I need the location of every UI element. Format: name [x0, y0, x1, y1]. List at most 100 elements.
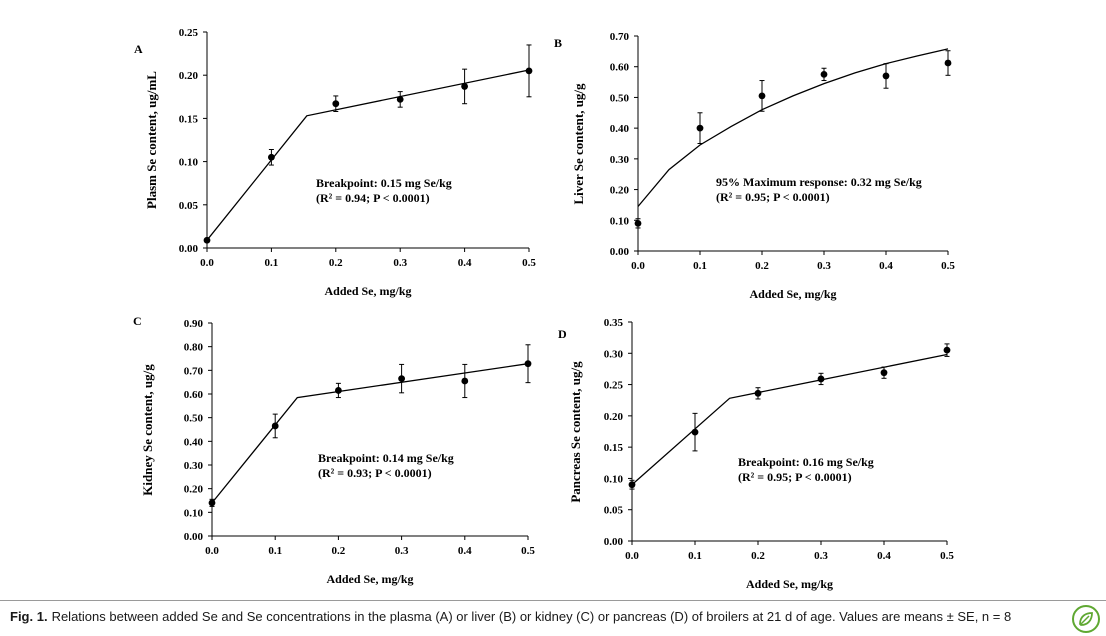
annotation-line2: (R² = 0.93; P < 0.0001): [318, 466, 432, 480]
data-point: [820, 70, 828, 78]
y-tick-label: 0.50: [610, 92, 630, 104]
y-tick-label: 0.70: [610, 31, 630, 43]
y-tick-label: 0.60: [184, 389, 204, 401]
x-tick-label: 0.4: [458, 257, 472, 269]
y-axis-label: Pancreas Se content, ug/g: [568, 361, 583, 503]
y-tick-label: 0.10: [179, 157, 199, 169]
x-tick-label: 0.1: [688, 550, 702, 562]
y-axis-label: Kidney Se content, ug/g: [140, 364, 155, 496]
y-tick-label: 0.25: [604, 380, 624, 392]
fit-line: [206, 69, 530, 241]
data-point: [332, 100, 340, 108]
x-tick-label: 0.2: [755, 260, 769, 272]
annotation-line1: Breakpoint: 0.16 mg Se/kg: [738, 455, 874, 469]
y-tick-label: 0.70: [184, 365, 204, 377]
x-tick-label: 0.5: [941, 260, 955, 272]
data-point: [754, 389, 762, 397]
x-axis-label: Added Se, mg/kg: [746, 577, 833, 591]
data-point: [461, 377, 469, 385]
figure-caption: Fig. 1. Relations between added Se and Se…: [10, 609, 1011, 624]
annotation-line1: 95% Maximum response: 0.32 mg Se/kg: [716, 175, 922, 189]
x-tick-label: 0.3: [814, 550, 828, 562]
y-tick-label: 0.50: [184, 413, 204, 425]
data-point: [696, 124, 704, 132]
y-tick-label: 0.05: [604, 505, 624, 517]
y-tick-label: 0.60: [610, 62, 630, 74]
y-tick-label: 0.00: [610, 246, 630, 258]
y-tick-label: 0.30: [184, 460, 204, 472]
x-tick-label: 0.1: [265, 257, 279, 269]
x-axis-label: Added Se, mg/kg: [324, 284, 411, 298]
x-tick-label: 0.5: [940, 550, 954, 562]
x-tick-label: 0.3: [393, 257, 407, 269]
y-tick-label: 0.10: [610, 215, 630, 227]
y-tick-label: 0.20: [610, 185, 630, 197]
x-tick-label: 0.2: [329, 257, 343, 269]
annotation-line1: Breakpoint: 0.15 mg Se/kg: [316, 176, 452, 190]
y-tick-label: 0.00: [604, 536, 624, 548]
y-axis-label: Liver Se content, ug/g: [571, 83, 586, 205]
y-tick-label: 0.20: [184, 484, 204, 496]
leaf-badge-icon[interactable]: [1072, 605, 1100, 633]
panel-letter: C: [133, 314, 142, 328]
y-tick-label: 0.40: [610, 123, 630, 135]
panel-letter: D: [558, 327, 567, 341]
y-tick-label: 0.05: [179, 200, 199, 212]
data-point: [691, 428, 699, 436]
chart-panel-a: 0.0 0.1 0.2 0.3 0.4 0.5 0.00 0.05 0.10 0.15 0.20 0.…: [134, 27, 536, 298]
x-tick-label: 0.5: [521, 545, 535, 557]
data-point: [524, 360, 532, 368]
annotation-line2: (R² = 0.95; P < 0.0001): [716, 190, 830, 204]
x-tick-label: 0.0: [200, 257, 214, 269]
x-tick-label: 0.2: [751, 550, 765, 562]
data-point: [335, 387, 342, 394]
annotation-line2: (R² = 0.94; P < 0.0001): [316, 191, 430, 205]
x-tick-label: 0.0: [625, 550, 639, 562]
chart-panel-d: 0.0 0.1 0.2 0.3 0.4 0.5 0.00 0.05 0.10 0.15 0.20 0.…: [558, 317, 954, 591]
x-tick-label: 0.4: [877, 550, 891, 562]
data-point: [271, 422, 279, 430]
data-point: [944, 59, 952, 67]
caption-label: Fig. 1.: [10, 609, 48, 624]
y-tick-label: 0.15: [604, 442, 624, 454]
y-tick-label: 0.15: [179, 113, 199, 125]
data-point: [628, 481, 636, 489]
data-point: [396, 95, 404, 103]
chart-panel-c: 0.0 0.1 0.2 0.3 0.4 0.5 0.00 0.10 0.20 0.30 0.40 0.…: [133, 314, 535, 586]
y-tick-label: 0.30: [610, 154, 630, 166]
y-tick-label: 0.35: [604, 317, 624, 329]
x-axis-label: Added Se, mg/kg: [749, 287, 836, 301]
data-point: [203, 236, 211, 244]
fit-line: [631, 353, 948, 486]
data-point: [882, 72, 890, 80]
fit-line: [637, 48, 949, 207]
x-tick-label: 0.2: [332, 545, 346, 557]
x-tick-label: 0.1: [693, 260, 707, 272]
data-point: [208, 499, 216, 507]
y-tick-label: 0.00: [179, 243, 199, 255]
y-tick-label: 0.10: [604, 473, 624, 485]
data-point: [525, 67, 533, 75]
x-tick-label: 0.1: [268, 545, 282, 557]
x-tick-label: 0.3: [817, 260, 831, 272]
figure-caption-bar: Fig. 1. Relations between added Se and Se…: [0, 600, 1106, 636]
data-point: [943, 346, 951, 354]
x-tick-label: 0.4: [458, 545, 472, 557]
leaf-icon: [1079, 612, 1093, 626]
x-tick-label: 0.4: [879, 260, 893, 272]
figure-panels: 0.0 0.1 0.2 0.3 0.4 0.5 0.00 0.05 0.10 0.15 0.20 0.…: [133, 27, 955, 591]
x-tick-label: 0.3: [395, 545, 409, 557]
y-tick-label: 0.90: [184, 318, 204, 330]
x-tick-label: 0.5: [522, 257, 536, 269]
data-point: [634, 219, 642, 227]
data-point: [880, 369, 888, 377]
data-point: [817, 375, 825, 383]
panel-letter: B: [554, 36, 562, 50]
y-tick-label: 0.10: [184, 507, 204, 519]
y-tick-label: 0.20: [179, 70, 199, 82]
fit-line: [211, 363, 529, 504]
annotation-line1: Breakpoint: 0.14 mg Se/kg: [318, 451, 454, 465]
x-tick-label: 0.0: [205, 545, 219, 557]
y-tick-label: 0.00: [184, 531, 204, 543]
y-tick-label: 0.30: [604, 348, 624, 360]
